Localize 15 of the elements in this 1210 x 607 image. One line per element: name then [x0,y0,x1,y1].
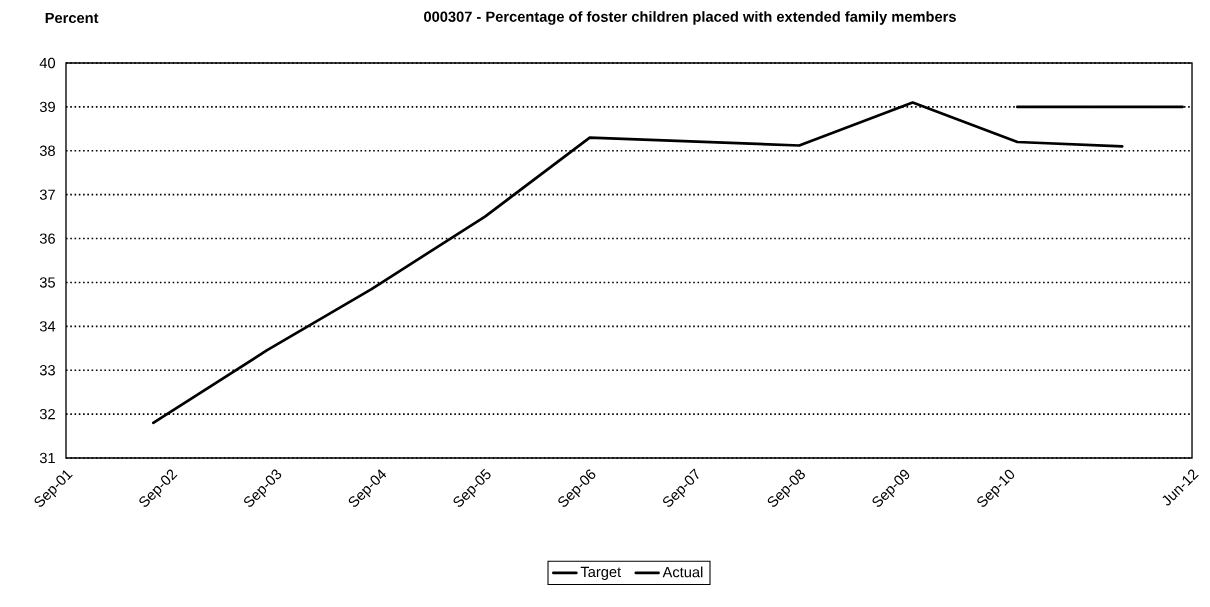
y-tick-label: 37 [39,189,55,200]
y-axis-title: Percent [45,12,99,24]
y-tick-label: 35 [39,277,55,288]
line-series [151,101,1124,425]
legend-label: Actual [662,566,703,578]
y-tick-label: 34 [39,321,56,332]
chart-title: 000307 - Percentage of foster children placed with extended family members [424,11,956,25]
y-tick-label: 40 [39,57,56,69]
y-tick-label: 39 [39,101,55,113]
y-tick-label: 32 [39,408,55,420]
legend-label: Target [580,566,622,580]
y-tick-label: 36 [39,233,55,244]
y-tick-label: 33 [39,365,55,376]
y-tick-label: 38 [39,145,55,156]
y-tick-label: 31 [39,452,55,464]
